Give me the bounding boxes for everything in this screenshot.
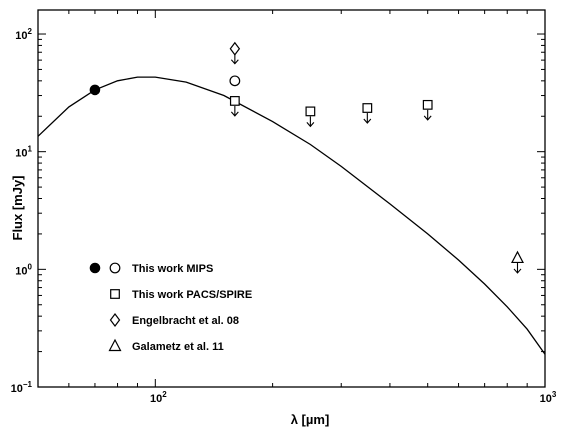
legend-label: This work PACS/SPIRE [132, 289, 252, 301]
data-point-open-triangle [511, 250, 524, 264]
data-point-open-diamond [229, 41, 241, 56]
upper-limit-arrowhead [513, 268, 522, 274]
x-tick-label: 103 [540, 390, 557, 405]
y-tick-label: 10−1 [11, 380, 33, 395]
upper-limit-arrowhead [423, 115, 432, 121]
plot-area [37, 41, 546, 355]
x-axis-label: λ [µm] [291, 412, 330, 427]
legend-marker-open-square [110, 289, 120, 299]
data-point-open-square [362, 103, 373, 113]
upper-limit-arrowhead [363, 118, 372, 124]
legend-label: This work MIPS [132, 263, 213, 275]
y-tick-label: 102 [15, 27, 32, 42]
data-point-open-circle [229, 75, 241, 87]
y-axis-label: Flux [mJy] [10, 175, 25, 240]
x-tick-label: 102 [150, 390, 167, 405]
y-tick-label: 101 [15, 145, 32, 160]
data-point-open-square [229, 96, 240, 106]
upper-limit-arrowhead [306, 122, 315, 128]
data-point-open-square [422, 99, 433, 110]
model-curve [37, 76, 546, 355]
legend-item: This work MIPS [89, 262, 213, 275]
legend-item: Engelbracht et al. 08 [109, 313, 239, 327]
legend-marker-open-circle [109, 262, 121, 274]
legend: This work MIPS This work PACS/SPIRE Engelb… [89, 262, 252, 353]
data-point-open-square [305, 106, 316, 117]
upper-limit-arrowhead [230, 59, 239, 65]
axes: 102 103 10−1 100 101 102 [11, 9, 557, 405]
legend-item: Galametz et al. 11 [108, 338, 224, 353]
legend-marker-open-diamond [109, 313, 121, 327]
data-point-filled-circle [89, 84, 101, 96]
plot-frame [37, 9, 546, 388]
legend-marker-filled-circle [89, 262, 101, 274]
upper-limit-arrowhead [230, 111, 239, 117]
legend-label: Galametz et al. 11 [132, 341, 224, 353]
y-tick-label: 100 [15, 262, 32, 277]
legend-item: This work PACS/SPIRE [110, 289, 252, 301]
legend-label: Engelbracht et al. 08 [132, 315, 239, 327]
legend-marker-open-triangle [108, 338, 122, 352]
